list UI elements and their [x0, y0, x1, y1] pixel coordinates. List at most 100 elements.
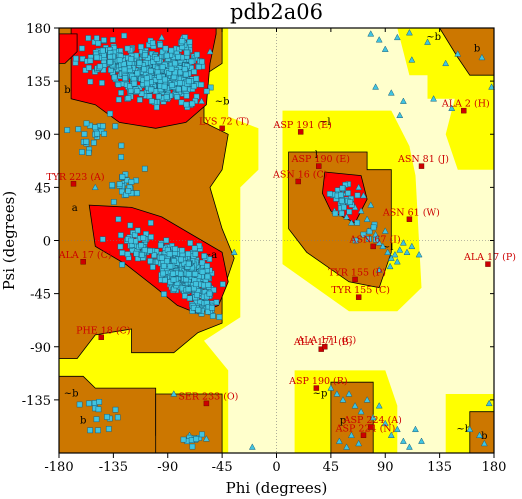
residue-point	[166, 251, 173, 258]
residue-point	[143, 75, 150, 82]
outlier-point	[98, 334, 104, 341]
residue-point	[332, 210, 339, 217]
glycine-point	[442, 59, 450, 67]
residue-point	[170, 270, 176, 277]
residue-point	[198, 81, 205, 88]
residue-point	[209, 304, 215, 311]
residue-point	[99, 123, 106, 129]
outlier-point	[485, 261, 491, 267]
outlier-label: ASP 191 (E)	[273, 120, 332, 131]
residue-point	[178, 99, 185, 106]
glycine-point	[391, 250, 399, 258]
outlier-point	[203, 400, 210, 407]
residue-point	[199, 268, 206, 275]
residue-point	[161, 263, 167, 269]
glycine-point	[345, 390, 353, 397]
residue-point	[115, 96, 122, 103]
residue-point	[151, 252, 157, 259]
residue-point	[79, 45, 85, 52]
glycine-point	[230, 248, 238, 255]
residue-point	[134, 70, 141, 77]
glycine-point	[408, 56, 416, 63]
outlier-point	[461, 107, 467, 114]
residue-point	[183, 93, 190, 99]
residue-point	[64, 127, 71, 133]
glycine-point	[327, 384, 335, 391]
residue-point	[338, 210, 345, 217]
x-tick-label: -45	[212, 460, 233, 475]
outlier-point	[70, 181, 77, 187]
residue-point	[115, 216, 122, 223]
glycine-point	[393, 258, 401, 265]
glycine-point	[399, 239, 407, 246]
residue-point	[178, 256, 184, 263]
residue-point	[119, 250, 126, 256]
residue-point	[172, 69, 178, 76]
glycine-point	[480, 439, 488, 447]
residue-point	[199, 58, 205, 65]
glycine-point	[360, 191, 367, 199]
residue-point	[119, 261, 125, 268]
residue-point	[128, 237, 134, 244]
residue-point	[139, 252, 145, 258]
residue-point	[167, 263, 174, 270]
glycine-point	[387, 431, 395, 438]
residue-point	[157, 42, 164, 48]
y-tick-label: 45	[34, 181, 51, 196]
residue-point	[99, 47, 106, 54]
region-label: ~b	[64, 388, 79, 399]
glycine-point	[357, 207, 365, 214]
residue-point	[148, 98, 155, 105]
glycine-point	[343, 213, 351, 220]
residue-point	[194, 292, 200, 298]
glycine-point	[333, 390, 341, 397]
residue-point	[81, 131, 88, 137]
x-axis-label: Phi (degrees)	[226, 479, 328, 497]
residue-point	[204, 273, 211, 280]
residue-point	[107, 110, 113, 117]
residue-point	[157, 242, 164, 249]
residue-point	[116, 181, 123, 188]
residue-point	[179, 38, 186, 45]
outlier-point	[219, 125, 225, 132]
residue-point	[93, 54, 100, 61]
residue-point	[162, 76, 168, 83]
residue-point	[352, 237, 359, 244]
x-tick-label: -180	[44, 460, 73, 475]
residue-point	[195, 64, 202, 70]
residue-point	[112, 123, 119, 130]
residue-point	[205, 282, 212, 288]
residue-point	[122, 75, 128, 82]
residue-point	[117, 243, 124, 250]
residue-point	[95, 40, 102, 47]
residue-point	[338, 197, 345, 204]
residue-point	[203, 88, 210, 95]
glycine-point	[381, 45, 389, 52]
residue-point	[147, 220, 154, 226]
glycine-point	[478, 53, 486, 61]
residue-point	[192, 251, 199, 257]
residue-point	[199, 259, 206, 266]
glycine-point	[393, 425, 401, 433]
glycine-point	[248, 443, 256, 450]
residue-point	[164, 258, 170, 265]
residue-point	[79, 149, 85, 155]
y-tick-label: -135	[22, 394, 51, 409]
residue-point	[169, 82, 175, 89]
residue-point	[216, 314, 223, 320]
glycine-point	[384, 248, 392, 255]
residue-point	[142, 52, 149, 58]
residue-point	[85, 35, 92, 41]
residue-point	[158, 254, 165, 261]
residue-point	[110, 36, 116, 43]
residue-point	[172, 246, 179, 252]
outlier-label: ASP 190 (R)	[288, 376, 348, 387]
y-tick-label: 180	[26, 22, 51, 37]
glycine-point	[418, 437, 425, 444]
glycine-point	[403, 248, 411, 255]
outlier-point	[355, 294, 362, 300]
residue-point	[346, 208, 353, 215]
outlier-label: ALA 171 (C)	[296, 335, 356, 346]
residue-point	[112, 406, 119, 413]
